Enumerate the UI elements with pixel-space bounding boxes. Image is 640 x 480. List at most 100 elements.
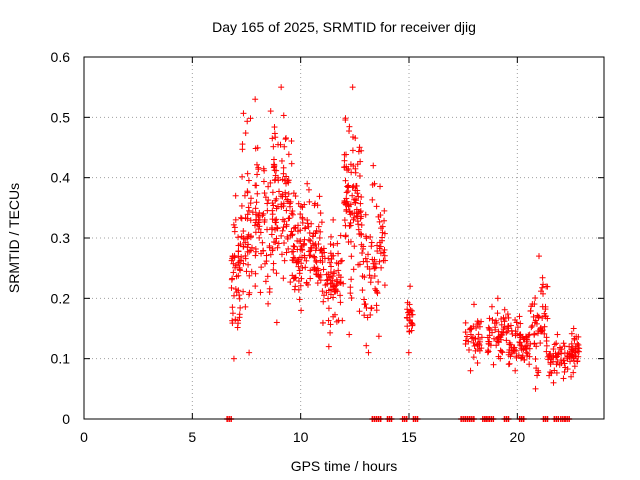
data-point — [381, 207, 388, 214]
data-point — [558, 346, 565, 353]
data-point — [374, 242, 381, 249]
y-axis-label: SRMTID / TECUs — [6, 183, 22, 293]
data-point — [267, 108, 274, 115]
data-point — [508, 350, 515, 357]
data-point — [230, 221, 237, 228]
data-point — [306, 229, 313, 236]
data-point — [240, 288, 247, 295]
data-point — [290, 248, 297, 255]
data-point — [349, 147, 356, 154]
data-point — [252, 245, 259, 252]
data-point — [340, 280, 347, 287]
data-point — [317, 271, 324, 278]
data-point — [352, 135, 359, 142]
data-point — [510, 344, 517, 351]
data-point — [498, 315, 505, 322]
data-point — [488, 303, 495, 310]
data-point — [284, 233, 291, 240]
data-point — [536, 253, 542, 260]
data-point — [232, 216, 239, 223]
data-point — [547, 369, 554, 376]
data-point — [375, 333, 382, 340]
data-point — [571, 353, 578, 360]
data-point — [356, 308, 363, 315]
data-point — [270, 238, 277, 245]
data-point — [284, 196, 291, 203]
data-point — [263, 258, 270, 265]
x-axis-label: GPS time / hours — [291, 458, 398, 474]
data-point — [519, 333, 526, 340]
data-point — [355, 226, 362, 233]
data-point — [245, 204, 252, 211]
data-point — [486, 315, 493, 322]
data-point — [357, 215, 364, 222]
data-point — [289, 231, 296, 238]
data-point — [478, 318, 485, 325]
data-point — [378, 264, 385, 271]
data-point — [542, 313, 549, 320]
data-point — [280, 164, 287, 171]
data-point — [325, 343, 332, 350]
data-point — [270, 260, 277, 267]
data-point — [245, 261, 252, 268]
data-point — [373, 203, 380, 210]
data-point — [321, 249, 328, 256]
data-point — [271, 124, 278, 131]
data-point — [507, 341, 514, 348]
data-point — [256, 216, 263, 223]
data-point — [230, 355, 237, 362]
data-point — [343, 163, 350, 170]
data-point — [465, 338, 472, 345]
data-point — [345, 239, 352, 246]
data-point — [363, 342, 370, 349]
data-point — [273, 195, 280, 202]
data-point — [513, 353, 520, 360]
data-point — [501, 324, 508, 331]
data-point — [335, 260, 342, 267]
data-point — [551, 367, 558, 374]
data-point — [329, 284, 336, 291]
data-point — [272, 226, 279, 233]
data-point — [303, 279, 310, 286]
chart-title: Day 165 of 2025, SRMTID for receiver dji… — [212, 19, 476, 35]
data-point — [368, 305, 375, 312]
data-point — [476, 342, 483, 349]
data-point — [382, 257, 389, 264]
data-point — [274, 203, 281, 210]
data-point — [359, 287, 366, 294]
data-point — [270, 266, 277, 273]
data-point — [290, 243, 297, 250]
data-point — [476, 323, 483, 330]
data-point — [256, 234, 263, 241]
data-point — [236, 295, 243, 302]
data-point — [347, 161, 354, 168]
data-point — [362, 211, 369, 218]
data-point — [369, 256, 376, 263]
data-point — [240, 260, 247, 267]
data-point — [275, 177, 282, 184]
data-point — [236, 292, 243, 299]
data-point — [325, 271, 332, 278]
data-point — [501, 318, 508, 325]
data-point — [240, 228, 247, 235]
data-point — [544, 353, 551, 360]
plot-frame — [83, 56, 605, 420]
data-point — [309, 233, 316, 240]
data-point — [235, 261, 242, 268]
data-point — [330, 242, 337, 249]
data-point — [266, 242, 273, 249]
data-point — [232, 286, 239, 293]
data-point — [471, 301, 477, 308]
data-point — [534, 372, 541, 379]
y-tick-label: 0.4 — [51, 170, 71, 186]
data-point — [232, 264, 239, 271]
data-point — [318, 219, 325, 226]
data-point — [311, 242, 318, 249]
data-point — [492, 326, 499, 333]
data-point — [352, 169, 359, 176]
x-tick-label: 15 — [401, 429, 417, 445]
data-point — [349, 192, 356, 199]
data-point — [325, 305, 332, 312]
data-point — [377, 183, 384, 190]
